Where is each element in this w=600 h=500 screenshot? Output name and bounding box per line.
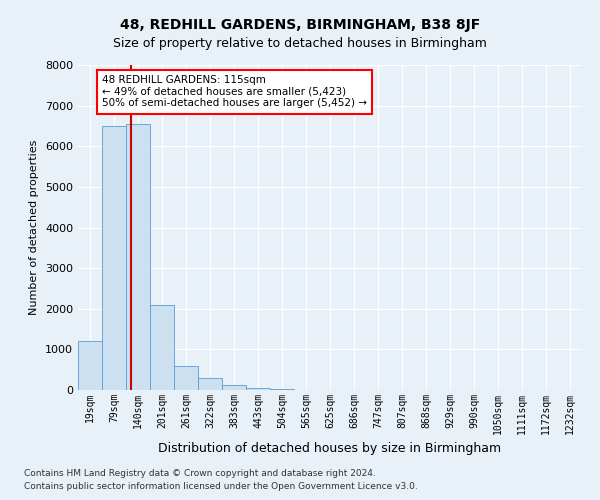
Bar — [78, 341, 102, 390]
Text: 48 REDHILL GARDENS: 115sqm
← 49% of detached houses are smaller (5,423)
50% of s: 48 REDHILL GARDENS: 115sqm ← 49% of deta… — [102, 75, 367, 108]
Text: Contains public sector information licensed under the Open Government Licence v3: Contains public sector information licen… — [24, 482, 418, 491]
Bar — [222, 384, 246, 390]
Text: Contains HM Land Registry data © Crown copyright and database right 2024.: Contains HM Land Registry data © Crown c… — [24, 468, 376, 477]
X-axis label: Distribution of detached houses by size in Birmingham: Distribution of detached houses by size … — [158, 442, 502, 455]
Text: 48, REDHILL GARDENS, BIRMINGHAM, B38 8JF: 48, REDHILL GARDENS, BIRMINGHAM, B38 8JF — [120, 18, 480, 32]
Y-axis label: Number of detached properties: Number of detached properties — [29, 140, 40, 315]
Bar — [102, 126, 126, 390]
Bar — [126, 124, 150, 390]
Bar — [174, 366, 198, 390]
Bar — [198, 378, 222, 390]
Text: Size of property relative to detached houses in Birmingham: Size of property relative to detached ho… — [113, 38, 487, 51]
Bar — [270, 389, 294, 390]
Bar — [150, 304, 174, 390]
Bar — [246, 388, 270, 390]
